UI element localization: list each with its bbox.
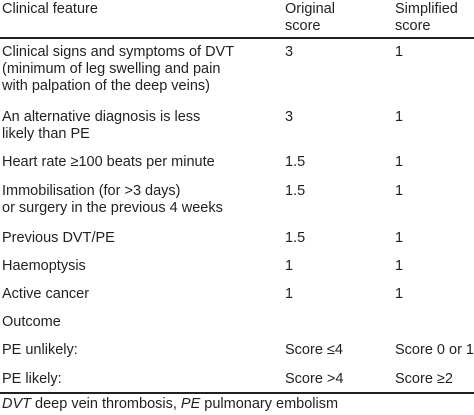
row-previous-dvt-original: 1.5: [285, 230, 306, 246]
footnote-def-pe: pulmonary embolism: [200, 396, 339, 412]
row-active-cancer-original: 1: [285, 286, 294, 302]
row-dvt-simplified: 1: [395, 44, 404, 60]
row-immobilisation-simplified: 1: [395, 183, 404, 199]
outcome-pe-likely-original: Score >4: [285, 371, 344, 387]
footnote-def-dvt: deep vein thrombosis,: [31, 396, 181, 412]
outcome-pe-unlikely-simplified: Score 0 or 1: [395, 342, 474, 358]
header-original-score-line2: score: [285, 18, 321, 34]
row-heart-rate-feature: Heart rate ≥100 beats per minute: [2, 154, 215, 170]
footnote-abbr-pe: PE: [180, 396, 201, 412]
row-immobilisation-feature-line1: Immobilisation (for >3 days): [2, 183, 181, 199]
outcome-pe-unlikely-original: Score ≤4: [285, 342, 343, 358]
outcome-pe-likely-simplified: Score ≥2: [395, 371, 453, 387]
outcome-pe-likely-label: PE likely:: [2, 371, 62, 387]
row-heart-rate-simplified: 1: [395, 154, 404, 170]
row-dvt-feature-line1: Clinical signs and symptoms of DVT: [2, 44, 235, 60]
header-rule: [0, 37, 474, 39]
footnote-abbr-dvt: DVT: [2, 396, 31, 412]
row-haemoptysis-feature: Haemoptysis: [2, 258, 86, 274]
row-dvt-feature-line3: with palpation of the deep veins): [2, 78, 210, 94]
header-original-score-line1: Original: [285, 1, 335, 17]
row-immobilisation-original: 1.5: [285, 183, 306, 199]
row-alt-diagnosis-simplified: 1: [395, 109, 404, 125]
row-alt-diagnosis-feature-line1: An alternative diagnosis is less: [2, 109, 201, 125]
bottom-rule: [0, 392, 474, 394]
table-footnote: DVT deep vein thrombosis, PE pulmonary e…: [2, 396, 338, 413]
row-haemoptysis-simplified: 1: [395, 258, 404, 274]
row-heart-rate-original: 1.5: [285, 154, 306, 170]
header-simplified-score-line2: score: [395, 18, 431, 34]
row-active-cancer-simplified: 1: [395, 286, 404, 302]
row-dvt-feature-line2: (minimum of leg swelling and pain: [2, 61, 221, 77]
row-alt-diagnosis-feature-line2: likely than PE: [2, 126, 90, 142]
outcome-label: Outcome: [2, 314, 61, 330]
row-alt-diagnosis-original: 3: [285, 109, 294, 125]
row-dvt-original: 3: [285, 44, 294, 60]
outcome-pe-unlikely-label: PE unlikely:: [2, 342, 78, 358]
header-simplified-score-line1: Simplified: [395, 1, 458, 17]
row-immobilisation-feature-line2: or surgery in the previous 4 weeks: [2, 200, 223, 216]
row-previous-dvt-simplified: 1: [395, 230, 404, 246]
header-clinical-feature: Clinical feature: [2, 1, 98, 17]
row-previous-dvt-feature: Previous DVT/PE: [2, 230, 115, 246]
row-haemoptysis-original: 1: [285, 258, 294, 274]
row-active-cancer-feature: Active cancer: [2, 286, 90, 302]
